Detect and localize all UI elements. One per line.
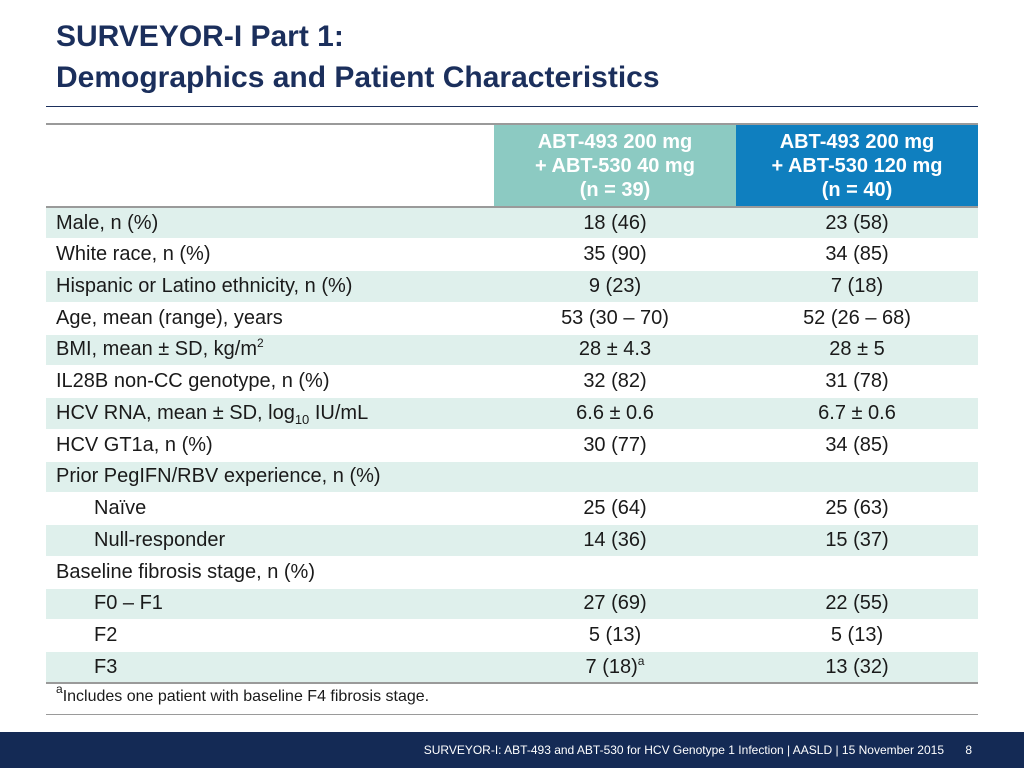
table-row: BMI, mean ± SD, kg/m2 28 ± 4.3 28 ± 5 <box>46 334 978 367</box>
table-row: Naïve 25 (64) 25 (63) <box>46 492 978 525</box>
row-label: F0 – F1 <box>46 588 494 621</box>
cell-value: 30 (77) <box>494 429 736 462</box>
cell-value: 23 (58) <box>736 207 978 240</box>
header-line: + ABT-530 40 mg <box>535 154 695 177</box>
title-line-1: SURVEYOR-I Part 1: <box>56 20 344 53</box>
cell-value: 7 (18)a <box>494 651 736 685</box>
cell-value: 53 (30 – 70) <box>494 302 736 335</box>
cell-value: 28 ± 5 <box>736 334 978 367</box>
cell-value: 6.6 ± 0.6 <box>494 397 736 430</box>
table-row: HCV GT1a, n (%) 30 (77) 34 (85) <box>46 429 978 462</box>
table-row: Prior PegIFN/RBV experience, n (%) <box>46 461 978 494</box>
row-label: Prior PegIFN/RBV experience, n (%) <box>46 461 494 494</box>
table-row: F0 – F1 27 (69) 22 (55) <box>46 588 978 621</box>
cell-value: 7 (18) <box>736 270 978 303</box>
cell-value <box>736 461 978 494</box>
table-row: HCV RNA, mean ± SD, log10 IU/mL 6.6 ± 0.… <box>46 397 978 430</box>
slide-title: SURVEYOR-I Part 1: Demographics and Pati… <box>56 16 660 98</box>
header-line: (n = 39) <box>579 178 651 201</box>
row-label: BMI, mean ± SD, kg/m2 <box>46 334 494 367</box>
cell-value: 14 (36) <box>494 524 736 557</box>
cell-value: 13 (32) <box>736 651 978 685</box>
header-blank-cell <box>46 123 494 208</box>
header-line: (n = 40) <box>821 178 893 201</box>
footer-text: SURVEYOR-I: ABT-493 and ABT-530 for HCV … <box>423 743 944 757</box>
cell-value: 6.7 ± 0.6 <box>736 397 978 430</box>
cell-value <box>736 556 978 589</box>
cell-value: 18 (46) <box>494 207 736 240</box>
row-label-text: HCV RNA, mean ± SD, log <box>56 401 295 424</box>
table-row: IL28B non-CC genotype, n (%) 32 (82) 31 … <box>46 365 978 398</box>
title-line-2: Demographics and Patient Characteristics <box>56 61 660 94</box>
cell-value: 34 (85) <box>736 429 978 462</box>
cell-value: 22 (55) <box>736 588 978 621</box>
row-label: F2 <box>46 619 494 652</box>
footnote-marker: a <box>637 653 645 668</box>
row-label: F3 <box>46 651 494 685</box>
superscript: 2 <box>257 336 264 351</box>
table-row: Baseline fibrosis stage, n (%) <box>46 556 978 589</box>
cell-value: 27 (69) <box>494 588 736 621</box>
cell-value: 25 (63) <box>736 492 978 525</box>
row-label: IL28B non-CC genotype, n (%) <box>46 365 494 398</box>
row-label-text: BMI, mean ± SD, kg/m <box>56 338 258 361</box>
footnote: aIncludes one patient with baseline F4 f… <box>56 683 430 706</box>
subscript: 10 <box>294 411 310 427</box>
cell-value: 28 ± 4.3 <box>494 334 736 367</box>
cell-value: 9 (23) <box>494 270 736 303</box>
row-label: White race, n (%) <box>46 238 494 271</box>
footnote-marker: a <box>56 682 63 696</box>
table-row: F2 5 (13) 5 (13) <box>46 619 978 652</box>
table-row: Null-responder 14 (36) 15 (37) <box>46 524 978 557</box>
header-group-120mg: ABT-493 200 mg + ABT-530 120 mg (n = 40) <box>736 123 978 208</box>
cell-value <box>494 461 736 494</box>
table-row: Age, mean (range), years 53 (30 – 70) 52… <box>46 302 978 335</box>
table-row: Hispanic or Latino ethnicity, n (%) 9 (2… <box>46 270 978 303</box>
row-label: Naïve <box>46 492 494 525</box>
table-row: Male, n (%) 18 (46) 23 (58) <box>46 207 978 240</box>
header-line: + ABT-530 120 mg <box>771 154 943 177</box>
header-line: ABT-493 200 mg <box>537 130 693 153</box>
header-line: ABT-493 200 mg <box>779 130 935 153</box>
cell-value: 34 (85) <box>736 238 978 271</box>
footnote-divider <box>46 714 978 715</box>
demographics-table: ABT-493 200 mg + ABT-530 40 mg (n = 39) … <box>46 123 978 685</box>
header-group-40mg: ABT-493 200 mg + ABT-530 40 mg (n = 39) <box>494 123 736 208</box>
cell-value: 52 (26 – 68) <box>736 302 978 335</box>
cell-value: 5 (13) <box>494 619 736 652</box>
cell-value: 32 (82) <box>494 365 736 398</box>
cell-value: 5 (13) <box>736 619 978 652</box>
row-label: HCV GT1a, n (%) <box>46 429 494 462</box>
row-label: HCV RNA, mean ± SD, log10 IU/mL <box>46 397 494 430</box>
table-header-row: ABT-493 200 mg + ABT-530 40 mg (n = 39) … <box>46 123 978 208</box>
cell-value: 35 (90) <box>494 238 736 271</box>
slide-footer: SURVEYOR-I: ABT-493 and ABT-530 for HCV … <box>0 732 1024 768</box>
row-label: Null-responder <box>46 524 494 557</box>
page-number: 8 <box>965 743 972 757</box>
cell-value-text: 7 (18) <box>585 655 638 678</box>
cell-value: 25 (64) <box>494 492 736 525</box>
row-label-suffix: IU/mL <box>309 401 369 424</box>
row-label: Hispanic or Latino ethnicity, n (%) <box>46 270 494 303</box>
table-row: White race, n (%) 35 (90) 34 (85) <box>46 238 978 271</box>
title-divider <box>46 106 978 107</box>
cell-value: 15 (37) <box>736 524 978 557</box>
footnote-text: Includes one patient with baseline F4 fi… <box>62 688 430 705</box>
row-label: Baseline fibrosis stage, n (%) <box>46 556 494 589</box>
row-label: Age, mean (range), years <box>46 302 494 335</box>
cell-value <box>494 556 736 589</box>
row-label: Male, n (%) <box>46 207 494 240</box>
cell-value: 31 (78) <box>736 365 978 398</box>
table-row: F3 7 (18)a 13 (32) <box>46 651 978 685</box>
